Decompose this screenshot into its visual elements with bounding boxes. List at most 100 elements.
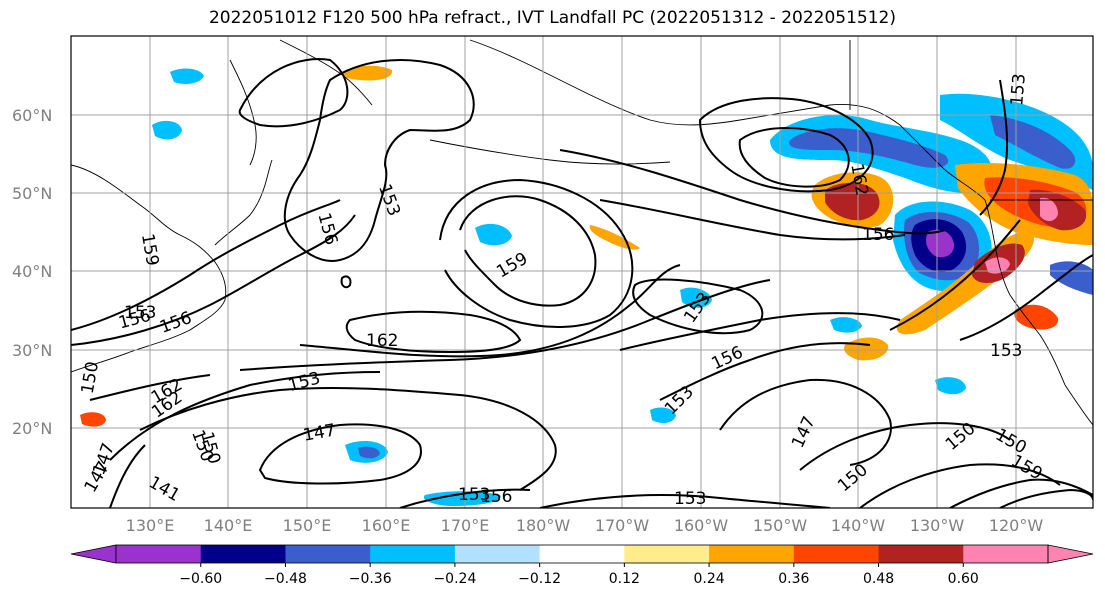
lon-tick-label: 170°W (595, 516, 650, 535)
coast-kamchatka (229, 59, 257, 166)
shade-neg-central (680, 287, 712, 308)
contour-line (239, 279, 771, 371)
coast-bc (899, 124, 986, 201)
lat-tick-label: 20°N (12, 419, 52, 438)
contour-line (999, 488, 1093, 508)
contour-line (632, 278, 764, 335)
contour-line (599, 199, 906, 241)
contour-line (799, 422, 1011, 471)
lon-tick-label: 120°W (989, 516, 1044, 535)
lon-tick-label: 180°W (516, 516, 571, 535)
coast-east-asia (71, 164, 227, 373)
contour-line (719, 378, 892, 466)
colorbar-tick-label: 0.48 (863, 571, 894, 587)
colorbar-tick-label: 0.24 (694, 571, 725, 587)
contour-layer (71, 58, 1093, 508)
graticule (71, 36, 1093, 508)
contour-line (859, 463, 1061, 508)
contour-line (979, 79, 1009, 216)
contour-line (539, 494, 831, 508)
lon-tick-label: 130°W (910, 516, 965, 535)
contour-line (258, 423, 422, 485)
contour-label: 153 (124, 303, 156, 323)
contour-label: 153 (990, 341, 1022, 361)
contour-line (139, 386, 557, 491)
lon-tick-label: 140°W (831, 516, 886, 535)
shade-neg-north-japan (152, 120, 182, 140)
lon-tick-label: 150°E (283, 516, 332, 535)
colorbar-swatch (370, 545, 456, 563)
shade-neg-midpac (475, 223, 512, 246)
contour-label: 153 (1007, 73, 1030, 107)
contour-label: 156 (480, 487, 512, 507)
contour-label: 156 (862, 225, 894, 245)
shade-neg-subtropic-west-core (358, 446, 380, 459)
contour-line (399, 488, 531, 508)
colorbar-swatch (454, 545, 541, 563)
lon-tick-label: 140°E (204, 516, 253, 535)
lon-tick-label: 150°W (753, 516, 808, 535)
shade-neg-southern-edge (423, 491, 501, 506)
lon-tick-label: 170°E (441, 516, 490, 535)
colorbar-tick-label: 0.12 (609, 571, 640, 587)
colorbar-swatch (793, 545, 880, 563)
figure-title: 2022051012 F120 500 hPa refract., IVT La… (208, 8, 896, 28)
colorbar-swatch (539, 545, 625, 563)
colorbar-tick-label: −0.60 (179, 571, 222, 587)
contour-line (109, 371, 381, 461)
contour-line (71, 214, 356, 346)
contour-line (238, 58, 349, 128)
colorbar-swatch (624, 545, 710, 563)
shade-pos-bering (341, 65, 393, 81)
colorbar-tick-label: −0.48 (264, 571, 307, 587)
shade-pos-alaska-panhandle-core (825, 182, 880, 221)
contour-line (698, 97, 874, 193)
colorbar-swatch (878, 545, 964, 563)
colorbar-tick-label: −0.12 (518, 571, 561, 587)
shade-neg-kamchatka (170, 68, 204, 84)
coast-us-west (984, 199, 1066, 386)
lat-tick-label: 50°N (12, 184, 52, 203)
contour-line (619, 312, 901, 351)
colorbar-swatch (285, 545, 371, 563)
lon-tick-label: 160°W (674, 516, 729, 535)
lat-tick-label: 60°N (12, 106, 52, 125)
contour-line (299, 264, 681, 358)
shade-neg-hawaii (650, 407, 676, 424)
colorbar-swatch (963, 545, 1049, 563)
contour-line (71, 199, 341, 331)
colorbar-swatch (200, 545, 286, 563)
shade-pos-baja (1014, 304, 1059, 330)
contour-line (559, 149, 946, 235)
colorbar-tick-label: 0.60 (948, 571, 979, 587)
contour-line (959, 254, 1093, 341)
colorbar-swatch (709, 545, 795, 563)
shade-neg-east-sub2 (830, 317, 862, 333)
lat-axis: 20°N 30°N 40°N 50°N 60°N (12, 106, 52, 438)
contour-label: 153 (458, 485, 490, 505)
shade-pos-pnw-peak (1040, 197, 1058, 222)
contour-line (659, 342, 871, 401)
contour-line (738, 127, 850, 188)
contour-label: 162 (366, 331, 398, 351)
contour-line (283, 59, 475, 262)
contour-label: 153 (674, 489, 706, 509)
shade-pos-west-coast-asia (80, 412, 106, 427)
colorbar-border (115, 544, 1049, 564)
lat-tick-label: 40°N (12, 262, 52, 281)
colorbar-extend-low (70, 544, 117, 564)
colorbar-tick-label: −0.24 (433, 571, 476, 587)
shade-neg-east-sub (935, 377, 966, 395)
lon-tick-label: 160°E (362, 516, 411, 535)
coast-japan (214, 159, 273, 246)
colorbar-extend-high (1047, 544, 1094, 564)
contour-line (949, 478, 1093, 508)
shade-neg-southwest-us (1050, 261, 1093, 295)
shade-neg-canada-core (990, 115, 1076, 169)
colorbar-tick-label: −0.36 (349, 571, 392, 587)
map-border (70, 35, 1094, 509)
colorbar: −0.60 −0.48 −0.36 −0.24 −0.12 0.12 0.24 0.36 0.4… (70, 544, 1094, 587)
contour-line (459, 195, 597, 307)
coast-mexico (1064, 384, 1093, 426)
